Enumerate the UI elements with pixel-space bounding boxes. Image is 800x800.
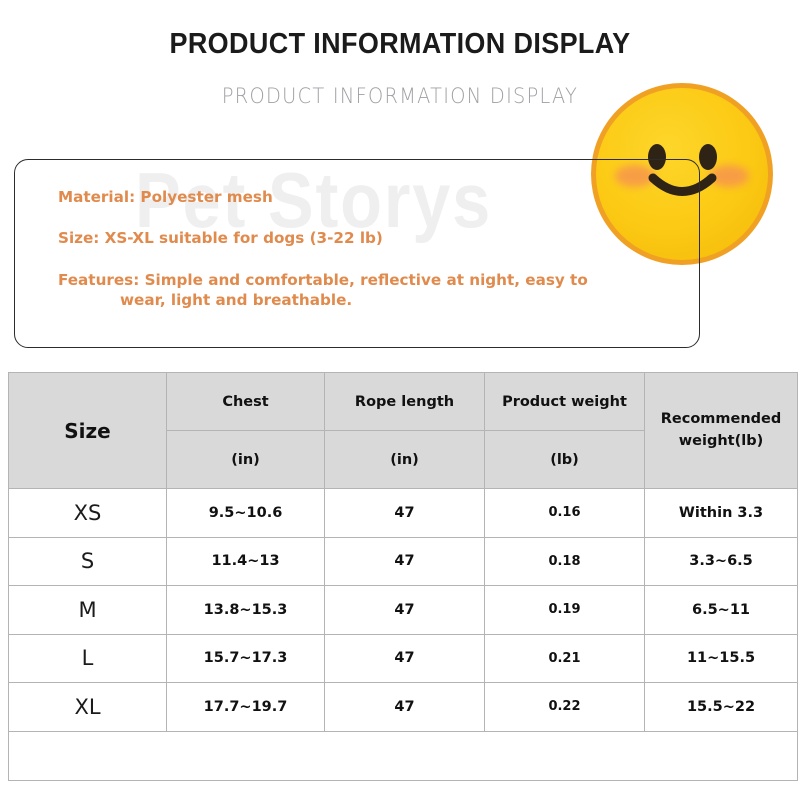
cell-product-weight: 0.18 xyxy=(484,536,645,586)
cell-chest: 15.7~17.3 xyxy=(166,633,325,683)
cell-chest: 13.8~15.3 xyxy=(166,585,325,635)
column-unit-chest: (in) xyxy=(166,430,325,489)
column-header-product-weight: Product weight xyxy=(484,372,645,431)
cell-product-weight: 0.16 xyxy=(484,488,645,538)
table-header-row-1: Size Chest Rope length Product weight Re… xyxy=(8,372,798,489)
size-chart-table: Size Chest Rope length Product weight Re… xyxy=(8,372,798,781)
info-features-line2: wear, light and breathable. xyxy=(120,291,353,310)
column-header-chest: Chest xyxy=(166,372,325,431)
cell-size: XL xyxy=(8,682,167,732)
page-header: PRODUCT INFORMATION DISPLAY PRODUCT INFO… xyxy=(0,0,800,150)
cell-product-weight: 0.19 xyxy=(484,585,645,635)
cell-chest: 17.7~19.7 xyxy=(166,682,325,732)
cell-chest: 11.4~13 xyxy=(166,536,325,586)
cell-recommended-weight: Within 3.3 xyxy=(644,488,798,538)
column-header-recommended-weight: Recommended weight(lb) xyxy=(644,372,798,489)
cell-recommended-weight: 15.5~22 xyxy=(644,682,798,732)
product-info-box xyxy=(14,159,700,348)
cell-chest: 9.5~10.6 xyxy=(166,488,325,538)
info-features-line1: Features: Simple and comfortable, reflec… xyxy=(58,270,588,289)
cell-product-weight: 0.22 xyxy=(484,682,645,732)
info-features: Features: Simple and comfortable, reflec… xyxy=(58,270,656,311)
cell-recommended-weight: 3.3~6.5 xyxy=(644,536,798,586)
page-title: PRODUCT INFORMATION DISPLAY xyxy=(169,28,631,60)
table-row: XS 9.5~10.6 47 0.16 Within 3.3 xyxy=(8,488,798,538)
table-header: Size Chest Rope length Product weight Re… xyxy=(8,372,798,489)
info-size: Size: XS-XL suitable for dogs (3-22 lb) xyxy=(58,229,383,248)
cell-recommended-weight: 6.5~11 xyxy=(644,585,798,635)
column-unit-rope-length: (in) xyxy=(324,430,485,489)
table-row: XL 17.7~19.7 47 0.22 15.5~22 xyxy=(8,682,798,732)
table-row: M 13.8~15.3 47 0.19 6.5~11 xyxy=(8,585,798,635)
table-body: XS 9.5~10.6 47 0.16 Within 3.3 S 11.4~13… xyxy=(8,488,798,781)
cell-rope-length: 47 xyxy=(324,488,485,538)
table-row: L 15.7~17.3 47 0.21 11~15.5 xyxy=(8,633,798,683)
cell-product-weight: 0.21 xyxy=(484,633,645,683)
cell-size: L xyxy=(8,633,167,683)
info-material: Material: Polyester mesh xyxy=(58,188,273,206)
cell-size: M xyxy=(8,585,167,635)
column-header-rope-length: Rope length xyxy=(324,372,485,431)
cell-rope-length: 47 xyxy=(324,682,485,732)
cell-empty xyxy=(8,730,798,781)
page-subtitle: PRODUCT INFORMATION DISPLAY xyxy=(221,84,579,108)
product-info-content: Material: Polyester mesh Size: XS-XL sui… xyxy=(14,159,700,348)
cell-size: XS xyxy=(8,488,167,538)
cell-rope-length: 47 xyxy=(324,536,485,586)
cell-rope-length: 47 xyxy=(324,633,485,683)
table-footer-row xyxy=(8,730,798,781)
table-header-row-2: (in) (in) (lb) xyxy=(9,430,798,489)
column-unit-product-weight: (lb) xyxy=(484,430,645,489)
cell-size: S xyxy=(8,536,167,586)
column-header-size: Size xyxy=(8,372,167,489)
cell-recommended-weight: 11~15.5 xyxy=(644,633,798,683)
table-row: S 11.4~13 47 0.18 3.3~6.5 xyxy=(8,536,798,586)
cell-rope-length: 47 xyxy=(324,585,485,635)
